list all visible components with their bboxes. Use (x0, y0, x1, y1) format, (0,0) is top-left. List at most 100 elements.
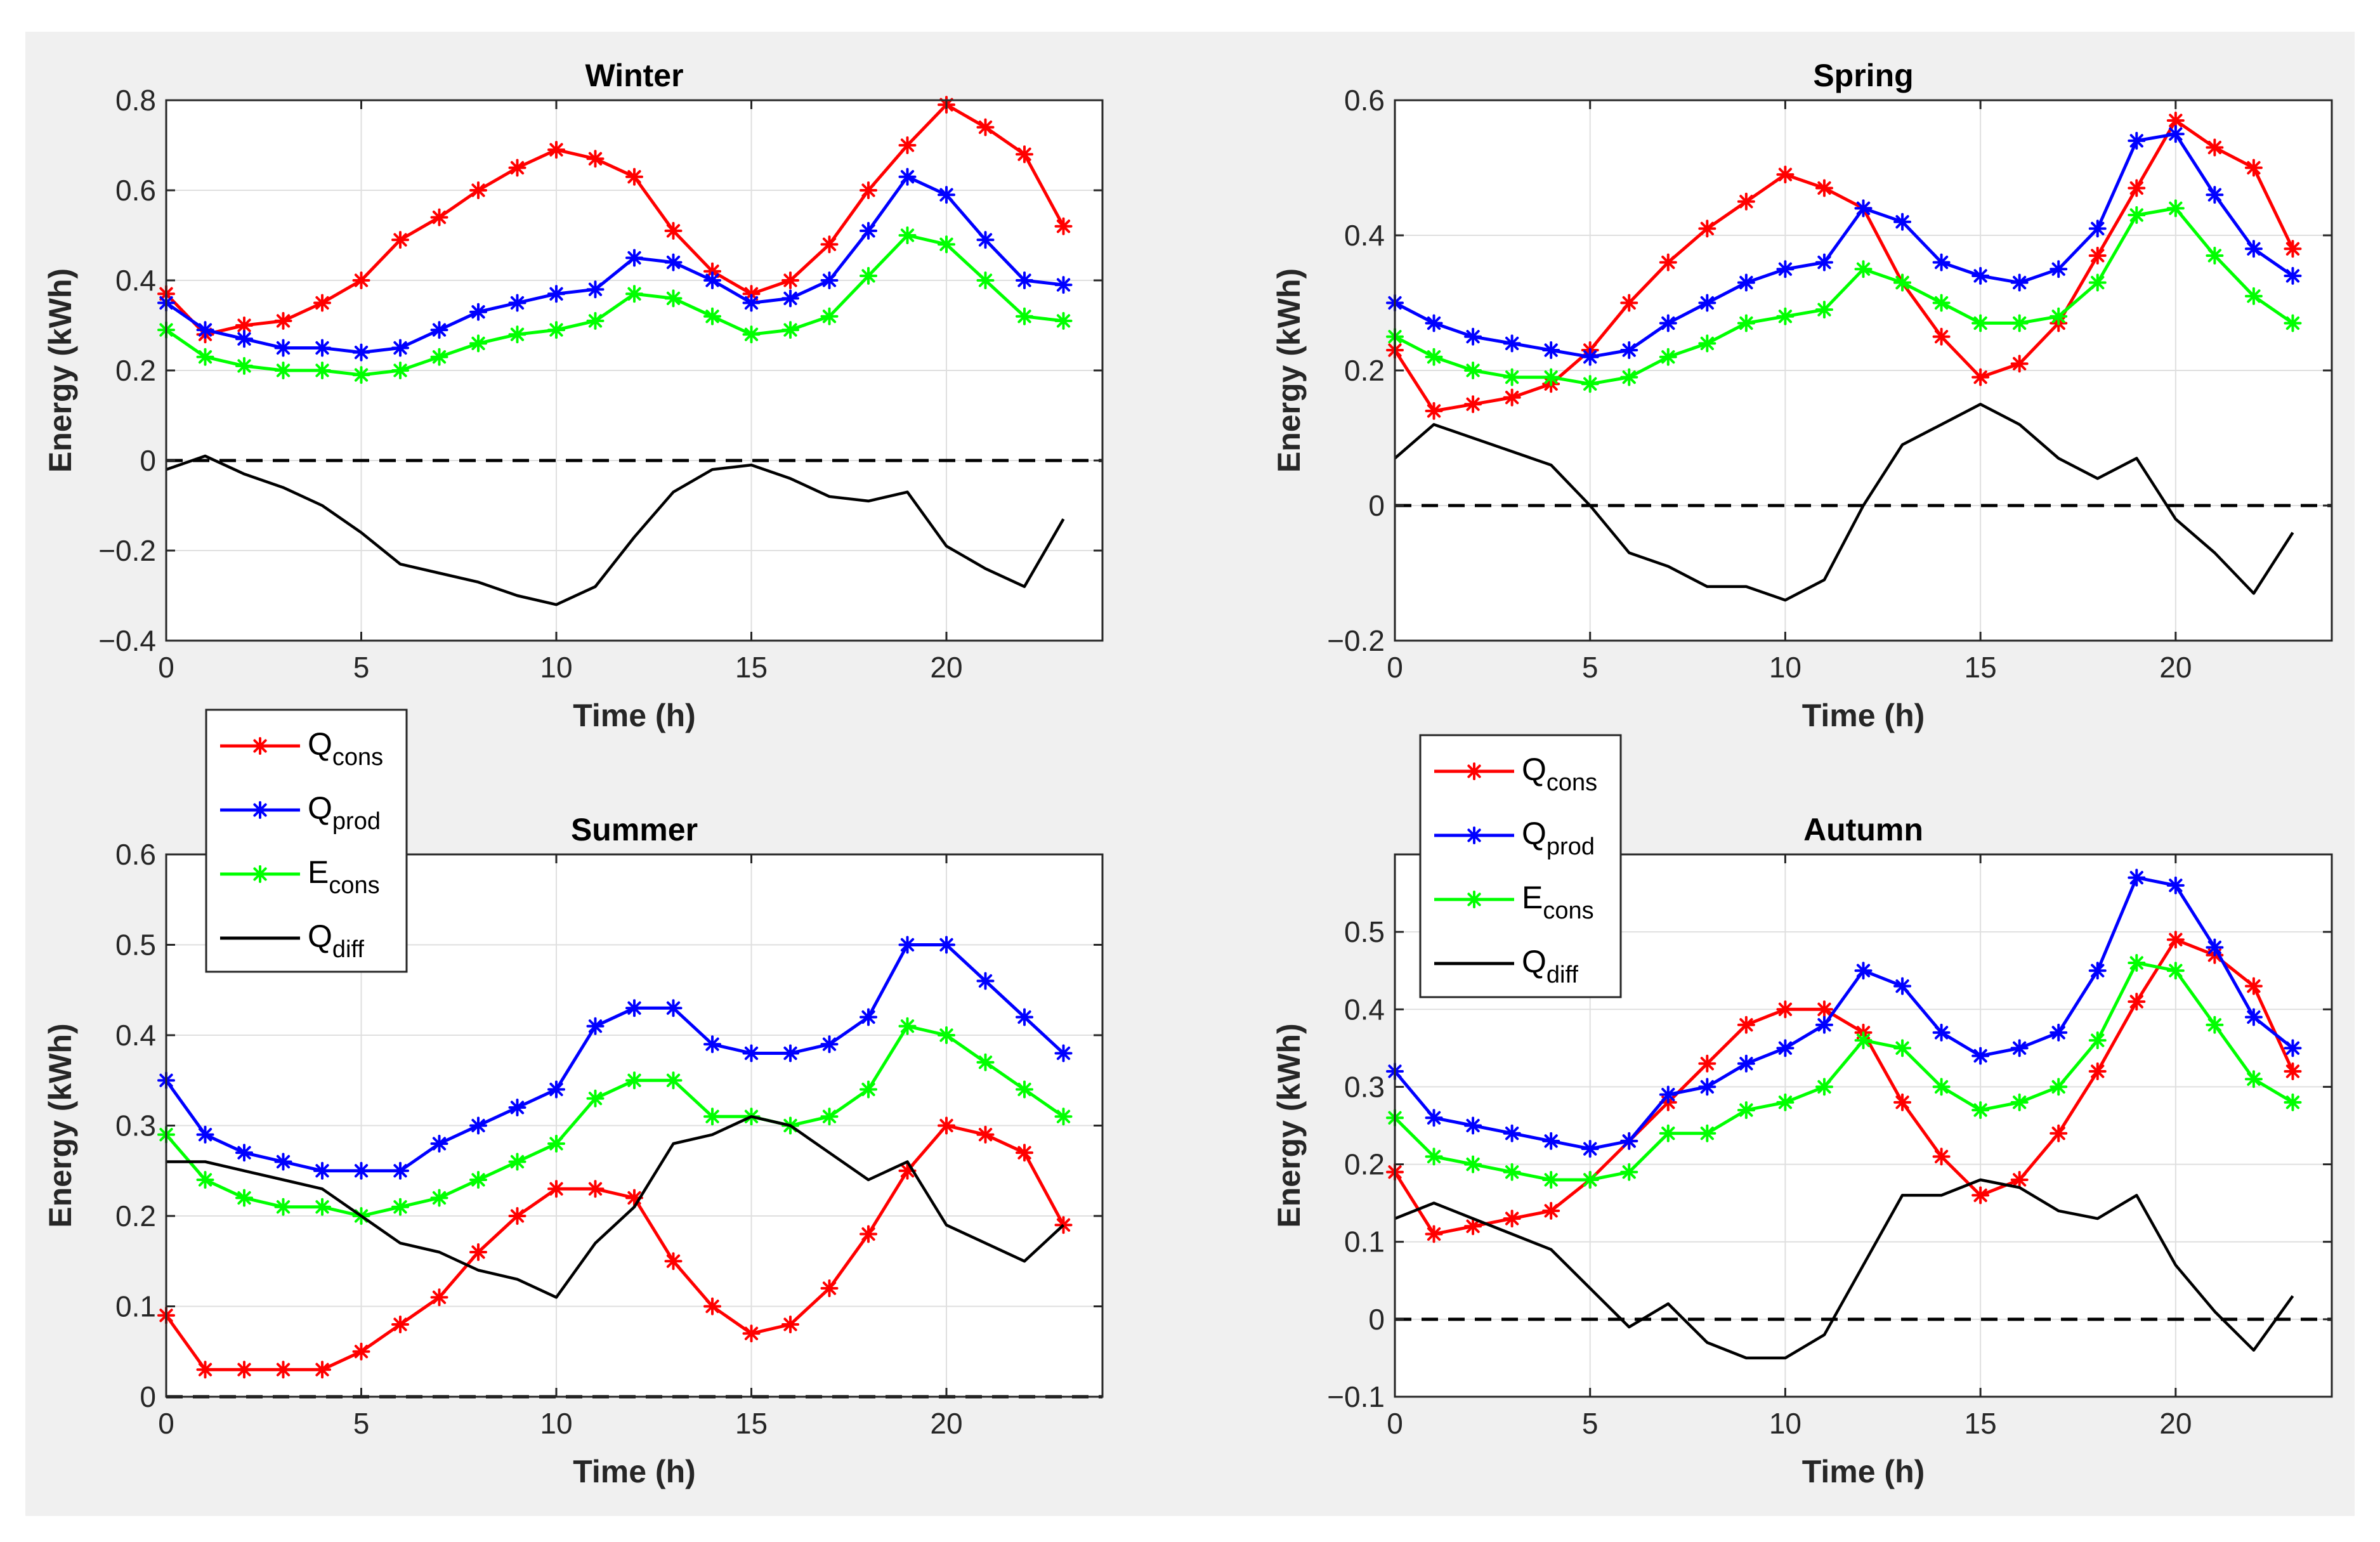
chart-winter-xtick-label: 0 (158, 651, 174, 684)
chart-winter-series-econs-point-stroke-3 (861, 269, 875, 283)
legend-autumn-entry-qcons-label: Qcons (1522, 752, 1597, 796)
chart-summer-series-econs-point-stroke-3 (1017, 1082, 1031, 1097)
chart-winter-series-econs-point (1054, 311, 1073, 330)
chart-winter-series-qprod-point-stroke-3 (432, 323, 447, 337)
chart-spring-series-qdiff-line (1394, 403, 2294, 602)
chart-winter-series-qprod-point (703, 271, 721, 289)
chart-autumn-series-qcons-point-stroke-3 (1895, 1095, 1909, 1109)
chart-winter-series-qprod-point-stroke-3 (354, 345, 369, 360)
chart-autumn-series-econs-point-stroke-3 (2013, 1095, 2027, 1109)
chart-spring-series-qprod-point-stroke-3 (2051, 262, 2065, 276)
chart-summer-series-qprod-point (1016, 1008, 1033, 1026)
chart-spring-series-econs-point-stroke-3 (1856, 262, 1871, 276)
chart-winter-series-econs (157, 226, 1073, 384)
chart-autumn-series-qcons-point (2128, 993, 2146, 1011)
chart-spring-series-qprod-point (2206, 186, 2224, 204)
chart-autumn-series-qprod-point-stroke-3 (2285, 1041, 2300, 1055)
chart-summer-series-qprod-point (703, 1035, 721, 1054)
chart-winter-series-qprod-point (1054, 276, 1073, 294)
chart-winter-series-qprod-point (976, 231, 995, 249)
chart-summer-series-qprod-point (781, 1044, 799, 1062)
chart-spring-xtick-label: 5 (1582, 651, 1599, 684)
chart-autumn-series-qprod (1386, 868, 2302, 1158)
chart-winter-series-qcons-point-stroke-3 (822, 237, 837, 251)
chart-autumn-series-econs-point (1503, 1163, 1521, 1181)
chart-autumn-series-econs-point (2010, 1093, 2029, 1111)
chart-autumn-series-qprod-line (1394, 876, 2294, 1151)
legend-summer-entry-qcons-marker-stroke-3 (253, 739, 267, 753)
chart-autumn-series-econs-point (2244, 1070, 2263, 1088)
chart-spring-series-qprod-point-stroke-3 (1622, 343, 1636, 357)
chart-autumn-series-qprod-point (1737, 1054, 1755, 1073)
chart-summer-series-qprod-point-stroke-3 (783, 1046, 797, 1061)
chart-winter-series-qcons-point (586, 150, 605, 168)
chart-winter-series-econs-point (469, 334, 487, 353)
chart-spring-series-econs-point (1581, 375, 1599, 393)
chart-autumn-series-qprod-point (1620, 1132, 1638, 1150)
chart-winter-series-qcons-point (860, 181, 877, 199)
chart-spring-series-qcons-point-stroke-3 (1778, 167, 1793, 181)
chart-winter-series-qprod-point (898, 167, 917, 186)
chart-summer-series-qcons-point-stroke-3 (861, 1227, 875, 1241)
chart-spring-xtick-label: 10 (1769, 651, 1801, 684)
chart-summer-series-qprod-point-stroke-3 (471, 1118, 485, 1133)
chart-spring-series-econs-point (1464, 362, 1482, 379)
legend-autumn-entry-qdiff-label: Qdiff (1522, 944, 1578, 988)
chart-autumn-series-qprod-point (2010, 1039, 2029, 1057)
chart-spring-series-qcons-point (2244, 159, 2263, 177)
chart-autumn-series-qprod-point (1425, 1109, 1443, 1127)
chart-spring-series-econs-point-stroke-3 (2207, 249, 2222, 263)
chart-summer-series-qcons-point-stroke-3 (315, 1362, 329, 1376)
chart-winter-series-qprod-point-stroke-3 (1056, 278, 1071, 292)
chart-spring-series-qprod-point (2244, 240, 2263, 258)
chart-spring-series-econs-point-stroke-3 (2169, 201, 2183, 216)
chart-autumn-series-econs-point-stroke-3 (1973, 1103, 1987, 1117)
chart-spring-series-qcons-point (1659, 253, 1677, 271)
chart-autumn-series-econs-point (1737, 1101, 1755, 1120)
chart-summer-series-econs-point (860, 1080, 877, 1099)
chart-winter-series-qcons-point (313, 294, 331, 312)
chart-summer-series-econs-point (547, 1135, 565, 1153)
chart-winter-series-qcons-point-stroke-3 (471, 183, 485, 197)
chart-summer-series-qdiff-line (166, 1115, 1065, 1299)
chart-summer-series-qcons-point (586, 1180, 605, 1198)
chart-winter-series-qcons-point-stroke-3 (900, 138, 915, 152)
legend-summer-entry-qcons-label-sub: cons (332, 744, 383, 771)
chart-winter-series-econs-point (313, 362, 331, 379)
chart-winter-ytick-label: 0.2 (115, 354, 156, 387)
chart-summer-series-econs-point (430, 1189, 448, 1207)
chart-spring-series-econs-point (1503, 368, 1521, 386)
chart-spring-series-qprod-point-stroke-3 (2207, 188, 2222, 202)
chart-winter-ytick-label: −0.2 (98, 534, 156, 567)
chart-winter-series-econs-point-stroke-3 (237, 359, 251, 373)
legend-summer-entry-qdiff-label-sub: diff (332, 936, 364, 963)
legend-autumn-entry-econs-marker-stroke-3 (1467, 892, 1481, 906)
chart-winter-series-qcons-point-stroke-3 (432, 210, 447, 225)
legend-summer-entry-qprod-label-base: Q (308, 790, 332, 826)
legend-summer-entry-qprod-label: Qprod (308, 790, 381, 835)
chart-summer-series-qcons-point (742, 1324, 761, 1343)
chart-summer-series-econs-point-stroke-3 (588, 1092, 603, 1106)
legend-autumn-entry-qprod-label: Qprod (1522, 816, 1595, 860)
chart-autumn-series-qcons-point-stroke-3 (2285, 1064, 2300, 1078)
legend-autumn-entry-qprod-marker (1465, 827, 1483, 844)
chart-winter-ytick-label: 0.8 (115, 84, 156, 117)
chart-summer-series-qcons-point (664, 1252, 683, 1271)
chart-spring-ytick-label: 0.4 (1344, 219, 1385, 252)
chart-spring-series-qprod-point (2010, 273, 2029, 292)
chart-winter-series-econs-point-stroke-3 (510, 327, 525, 341)
chart-summer-series-qprod-point (274, 1153, 292, 1171)
chart-summer-series-qprod-point (742, 1044, 761, 1062)
chart-autumn-series-qcons-point-stroke-3 (1973, 1188, 1987, 1203)
chart-autumn-series-econs-point-stroke-3 (2129, 956, 2143, 970)
chart-winter-series-qprod-point-stroke-3 (315, 341, 329, 355)
chart-summer-series-qcons-point-stroke-3 (354, 1345, 369, 1359)
chart-summer-series-qcons-point (196, 1361, 214, 1379)
chart-autumn-series-qprod-point-stroke-3 (1700, 1080, 1714, 1094)
chart-autumn-series-qprod-point-stroke-3 (2091, 964, 2105, 977)
chart-summer-series-qprod-point-stroke-3 (627, 1001, 641, 1015)
chart-winter-series-qprod-point (508, 294, 526, 312)
chart-spring-series-econs-point-stroke-3 (2285, 316, 2300, 330)
chart-summer-xtick-label: 15 (735, 1407, 768, 1440)
chart-autumn-series-qcons-point (1425, 1225, 1443, 1243)
